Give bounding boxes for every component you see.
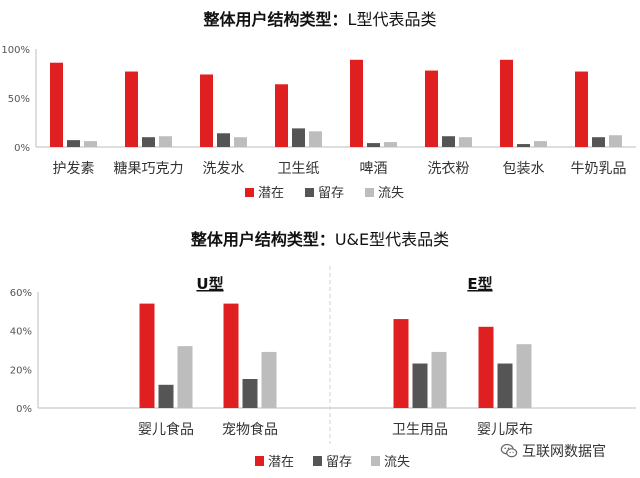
chart2-legend-swatch [313,456,322,466]
chart1-legend-swatch [305,188,314,197]
chart1-bar [217,133,230,147]
chart1-bar [609,135,622,147]
chart1-bar [517,144,530,147]
chart1-bar [50,62,63,147]
chart2-bar [393,319,409,408]
chart2-title-rest: U&E型代表品类 [334,230,450,249]
chart1-bar [384,142,397,147]
wechat-icon [500,443,518,458]
watermark: 互联网数据官 [500,440,638,462]
chart2-bar [261,351,277,408]
chart1-bar [592,137,605,147]
chart2-title: 整体用户结构类型：U&E型代表品类 [0,226,640,250]
watermark-text: 互联网数据官 [522,444,606,460]
chart2-bar [223,303,239,408]
chart1-bar [234,137,247,147]
chart2-group-label: U型 [196,275,223,293]
chart1-bar [275,84,288,147]
chart1-legend-label: 流失 [378,186,404,201]
chart1-bar [309,131,322,147]
chart2-category-label: 卫生用品 [392,422,448,438]
chart2-bar [431,351,447,408]
chart1-category-label: 牛奶乳品 [571,161,627,177]
chart2-category-label: 婴儿食品 [138,421,194,438]
chart1-bar [575,71,588,147]
chart1-category-label: 洗发水 [203,161,245,177]
chart2-legend-label: 留存 [326,455,352,470]
chart1-legend-swatch [245,188,254,197]
chart1-category-label: 糖果巧克力 [114,161,184,177]
chart2-legend-swatch [371,456,380,466]
chart2-bar [412,363,428,408]
chart1-y-tick-label: 100% [1,45,30,56]
chart1-category-label: 包装水 [503,161,545,177]
chart1-bar [425,70,438,147]
chart1-bar [292,128,305,147]
chart1-bar [125,71,138,147]
chart1-y-tick-label: 0% [14,143,30,154]
chart1-legend-label: 潜在 [258,186,284,201]
chart1-category-label: 洗衣粉 [428,161,470,177]
chart2-legend-label: 流失 [384,455,410,470]
chart2-legend-swatch [255,456,264,466]
chart1-title: 整体用户结构类型：L型代表品类 [0,6,640,30]
chart1-bar [442,136,455,147]
chart2-title-bold: 整体用户结构类型： [190,230,335,249]
chart2-bar [516,344,532,408]
chart2-y-tick-label: 20% [10,365,32,376]
chart2-bar [158,384,174,408]
chart2-y-tick-label: 40% [10,327,32,338]
chart1-title-rest: L型代表品类 [347,10,437,29]
chart2-legend-label: 潜在 [268,455,294,470]
chart1-y-tick-label: 50% [8,94,30,105]
chart2-category-label: 宠物食品 [222,421,278,438]
chart1-category-label: 护发素 [53,161,95,177]
chart1-bar [367,143,380,147]
chart2-y-tick-label: 60% [10,288,32,299]
chart1-legend-label: 留存 [318,186,344,201]
chart1-bar [459,137,472,147]
chart2-bar [177,346,193,408]
chart1-category-label: 啤酒 [360,161,388,177]
chart2-group-label: E型 [467,275,492,293]
chart1-legend-swatch [365,188,374,197]
chart1-bar [142,137,155,147]
chart1-bar [159,136,172,147]
chart1-bar [500,59,513,147]
chart2-bar [242,379,258,408]
chart1-bar [67,140,80,147]
chart1-bar [200,74,213,147]
chart1-category-label: 卫生纸 [278,161,320,177]
chart2-category-label: 婴儿尿布 [477,422,533,438]
chart2-bar [478,326,494,408]
chart1-bar [84,141,97,147]
chart2-bar [497,363,513,408]
chart1-bar [534,141,547,147]
chart2-bar [139,303,155,408]
chart1-title-bold: 整体用户结构类型： [203,10,348,29]
chart1-bar [350,59,363,147]
chart2-y-tick-label: 0% [16,404,32,415]
